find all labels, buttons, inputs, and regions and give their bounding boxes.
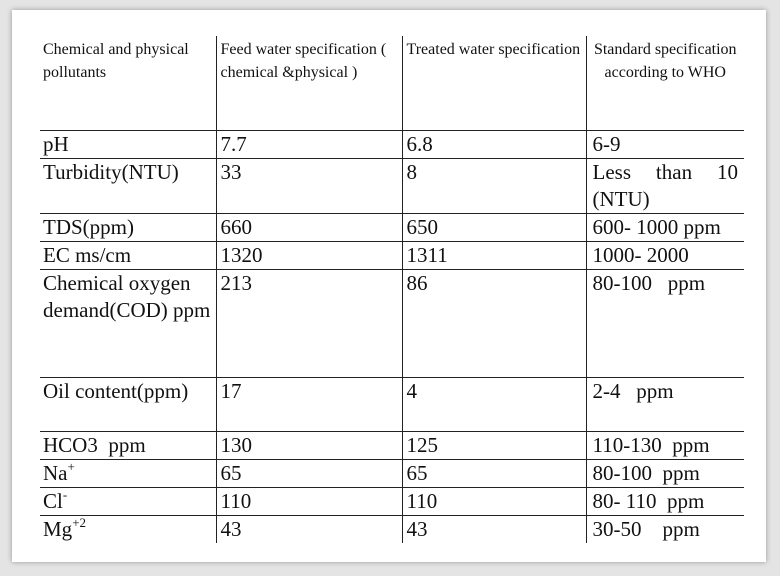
cell-parameter: pH	[40, 130, 216, 159]
cell-parameter: HCO3 ppm	[40, 431, 216, 460]
table-row: TDS(ppm) 660 650 600- 1000 ppm	[40, 213, 744, 242]
cell-standard: 80-100 ppm	[585, 269, 744, 378]
charge-superscript: +2	[72, 515, 87, 530]
table-row: Cl- 110 110 80- 110 ppm	[40, 487, 744, 516]
cell-standard: 600- 1000 ppm	[585, 213, 744, 242]
table-row: Na+ 65 65 80-100 ppm	[40, 459, 744, 488]
cell-standard: 1000- 2000	[585, 241, 744, 270]
cell-treated: 650	[401, 213, 586, 242]
table-row: Chemical oxygen demand(COD) ppm 213 86 8…	[40, 269, 744, 378]
cell-feed: 7.7	[215, 130, 402, 159]
cell-standard: 110-130 ppm	[585, 431, 744, 460]
cell-standard: 80- 110 ppm	[585, 487, 744, 516]
cell-feed: 65	[215, 459, 402, 488]
table-header-row: Chemical and physical pollutants Feed wa…	[40, 36, 744, 131]
header-cell-feed-water: Feed water specification ( chemical &phy…	[215, 36, 402, 131]
cell-treated: 4	[401, 377, 586, 432]
cell-parameter: Mg+2	[40, 516, 216, 544]
cell-treated: 8	[401, 158, 586, 214]
cell-treated: 43	[401, 515, 586, 543]
cell-parameter: Turbidity(NTU)	[40, 158, 216, 214]
cell-treated: 86	[401, 269, 586, 378]
cell-standard: 6-9	[585, 130, 744, 159]
parameter-symbol: Cl	[43, 489, 63, 513]
water-quality-table: Chemical and physical pollutants Feed wa…	[40, 36, 744, 543]
table-row: pH 7.7 6.8 6-9	[40, 130, 744, 159]
table-row: Turbidity(NTU) 33 8 Less than 10 (NTU)	[40, 158, 744, 214]
cell-treated: 6.8	[401, 130, 586, 159]
cell-parameter: Cl-	[40, 487, 216, 516]
cell-parameter: Na+	[40, 459, 216, 488]
header-cell-pollutants: Chemical and physical pollutants	[40, 36, 216, 131]
cell-standard: 80-100 ppm	[585, 459, 744, 488]
cell-parameter: Chemical oxygen demand(COD) ppm	[40, 269, 216, 378]
table-row: HCO3 ppm 130 125 110-130 ppm	[40, 431, 744, 460]
cell-feed: 43	[215, 515, 402, 543]
cell-treated: 1311	[401, 241, 586, 270]
cell-feed: 110	[215, 487, 402, 516]
parameter-symbol: Mg	[43, 517, 73, 541]
cell-feed: 130	[215, 431, 402, 460]
header-cell-who-standard: Standard specification according to WHO	[585, 36, 744, 131]
cell-parameter: TDS(ppm)	[40, 213, 216, 242]
cell-feed: 1320	[215, 241, 402, 270]
header-cell-treated-water: Treated water specification	[401, 36, 586, 131]
cell-standard: Less than 10 (NTU)	[585, 158, 744, 214]
cell-treated: 65	[401, 459, 586, 488]
charge-superscript: +	[67, 459, 75, 474]
table-row: EC ms/cm 1320 1311 1000- 2000	[40, 241, 744, 270]
charge-superscript: -	[62, 487, 68, 502]
cell-feed: 213	[215, 269, 402, 378]
cell-treated: 110	[401, 487, 586, 516]
cell-feed: 660	[215, 213, 402, 242]
cell-parameter: EC ms/cm	[40, 241, 216, 270]
table-row: Oil content(ppm) 17 4 2-4 ppm	[40, 377, 744, 432]
cell-treated: 125	[401, 431, 586, 460]
parameter-symbol: Na	[43, 461, 68, 485]
document-page: Chemical and physical pollutants Feed wa…	[12, 10, 766, 562]
cell-parameter: Oil content(ppm)	[40, 377, 216, 432]
cell-feed: 17	[215, 377, 402, 432]
cell-standard: 2-4 ppm	[585, 377, 744, 432]
table-row: Mg+2 43 43 30-50 ppm	[40, 515, 744, 544]
cell-standard: 30-50 ppm	[585, 515, 744, 543]
cell-feed: 33	[215, 158, 402, 214]
